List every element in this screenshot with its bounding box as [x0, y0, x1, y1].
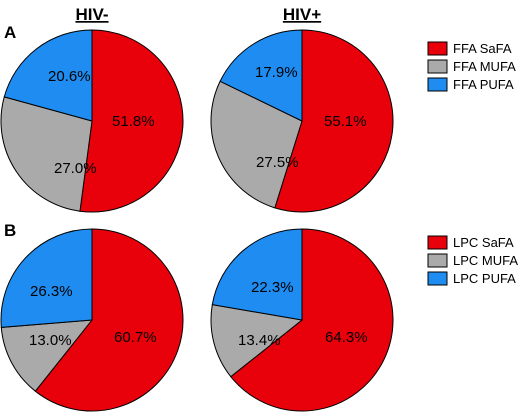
legend-swatch-mufa [427, 253, 448, 268]
pie-slice-pufa [219, 29, 303, 122]
legend-label-pufa: FFA PUFA [453, 77, 514, 92]
legend-label-pufa: LPC PUFA [453, 271, 516, 286]
legend-label-mufa: FFA MUFA [453, 59, 516, 74]
pie-slice-safa [230, 228, 394, 412]
pie-slice-pufa [0, 228, 93, 328]
pie-slice-safa [79, 29, 184, 213]
pie-slice-safa [274, 29, 394, 213]
pie-slice-mufa [210, 304, 304, 378]
panel-letter-b: B [4, 221, 16, 240]
slice-label-safa: 51.8% [112, 113, 155, 130]
legend-swatch-mufa [427, 59, 448, 74]
legend-panel-a: FFA SaFA FFA MUFA FFA PUFA [427, 41, 516, 92]
slice-label-pufa: 17.9% [255, 64, 298, 81]
column-title-hiv-positive: HIV+ [283, 5, 321, 24]
pie-chart-a-hiv-positive: 55.1% 27.5% 17.9% [210, 29, 394, 213]
slice-label-pufa: 26.3% [30, 283, 73, 300]
panel-letter-a: A [4, 23, 16, 42]
legend-label-safa: FFA SaFA [453, 41, 512, 56]
pie-slice-pufa [211, 228, 303, 321]
pie-slice-safa [34, 228, 184, 412]
slice-label-mufa: 13.0% [29, 332, 72, 349]
pie-slice-pufa [3, 29, 93, 122]
slice-label-safa: 55.1% [324, 113, 367, 130]
legend-swatch-safa [427, 235, 448, 250]
pie-chart-b-hiv-positive: 64.3% 13.4% 22.3% [210, 228, 394, 412]
slice-label-mufa: 27.0% [54, 160, 97, 177]
slice-label-pufa: 20.6% [48, 68, 91, 85]
pie-slice-mufa [0, 319, 94, 392]
legend-panel-b: LPC SaFA LPC MUFA LPC PUFA [427, 235, 518, 286]
legend-swatch-pufa [427, 271, 448, 286]
legend-label-safa: LPC SaFA [453, 235, 514, 250]
pie-slice-mufa [0, 96, 93, 212]
pie-chart-b-hiv-negative: 60.7% 13.0% 26.3% [0, 228, 184, 412]
column-title-hiv-negative: HIV- [75, 5, 108, 24]
legend-swatch-safa [427, 41, 448, 56]
pie-slice-mufa [210, 80, 303, 209]
slice-label-mufa: 13.4% [238, 332, 281, 349]
slice-label-safa: 64.3% [325, 329, 368, 346]
slice-label-safa: 60.7% [114, 329, 157, 346]
legend-label-mufa: LPC MUFA [453, 253, 518, 268]
slice-label-pufa: 22.3% [251, 279, 294, 296]
slice-label-mufa: 27.5% [256, 154, 299, 171]
pie-chart-a-hiv-negative: 51.8% 27.0% 20.6% [0, 29, 184, 213]
legend-swatch-pufa [427, 77, 448, 92]
